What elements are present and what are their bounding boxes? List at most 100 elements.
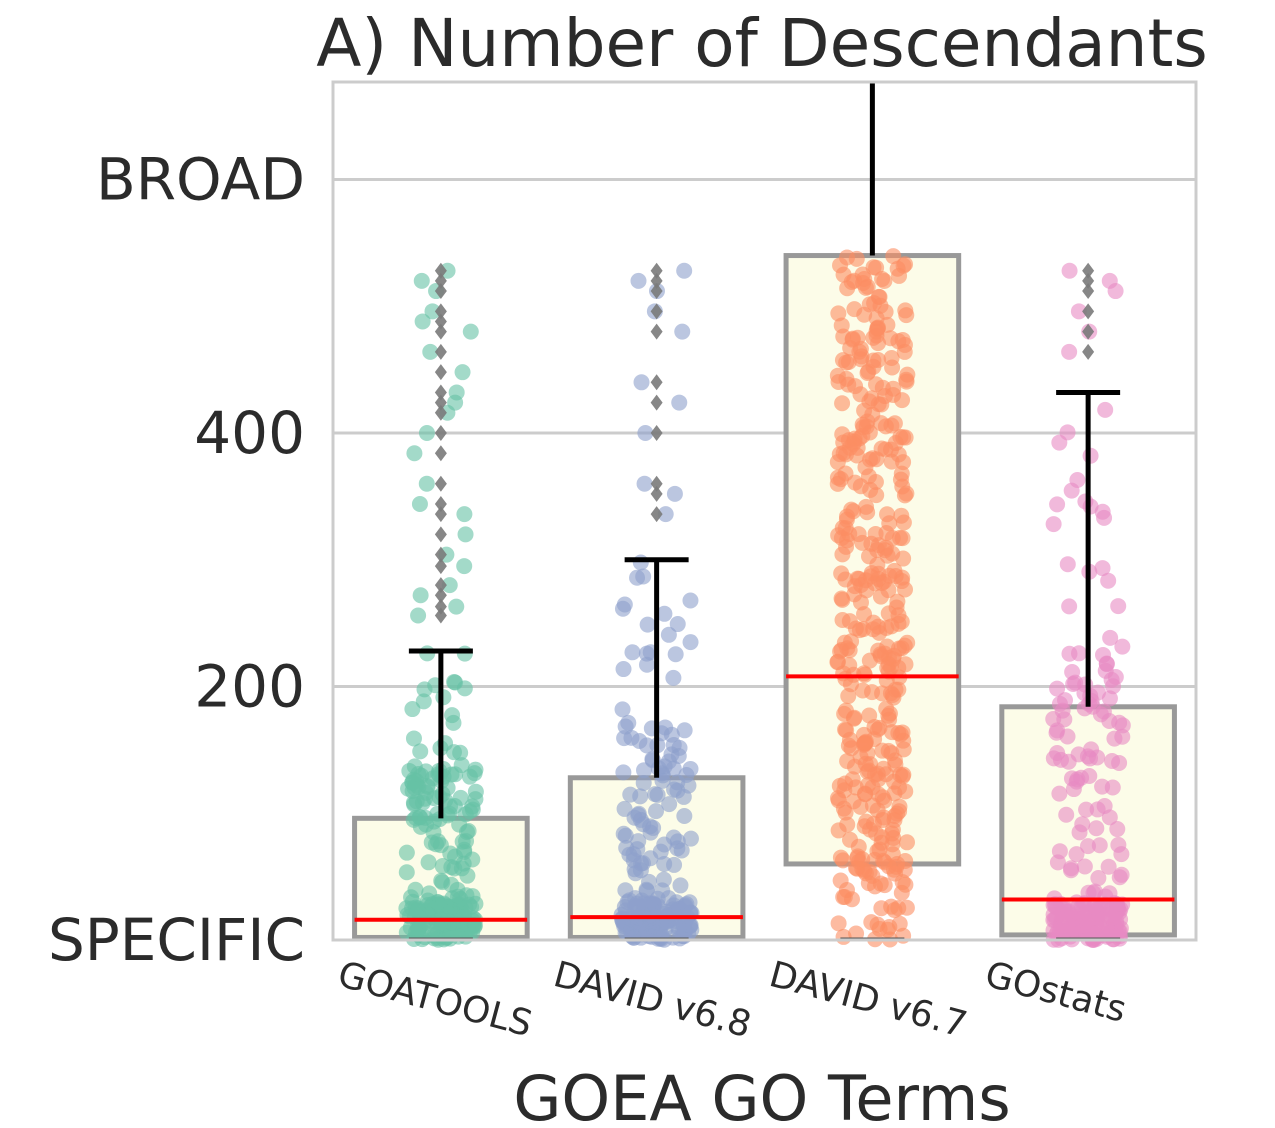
data-point	[1101, 885, 1118, 902]
data-point	[660, 626, 677, 643]
y-tick-label: 200	[194, 653, 305, 721]
data-point	[1088, 820, 1105, 837]
data-point	[856, 736, 873, 753]
outlier-marker	[434, 546, 447, 563]
data-point	[414, 313, 431, 330]
data-point	[880, 605, 897, 622]
data-point	[861, 864, 878, 881]
outlier-marker	[434, 364, 447, 381]
data-point	[1051, 843, 1068, 860]
data-point	[1086, 897, 1103, 914]
data-point	[656, 605, 673, 622]
data-point	[1077, 493, 1094, 510]
plot-frame	[331, 80, 1198, 942]
data-point	[881, 515, 898, 532]
data-point	[665, 736, 682, 753]
data-point	[897, 302, 914, 319]
data-point	[1063, 860, 1080, 877]
data-point	[466, 765, 483, 782]
data-point	[1049, 680, 1066, 697]
data-point	[874, 271, 891, 288]
data-point	[863, 565, 880, 582]
data-point	[1096, 798, 1113, 815]
data-point	[1099, 907, 1116, 924]
data-point	[412, 743, 429, 760]
data-point	[867, 525, 884, 542]
data-point	[456, 645, 473, 662]
data-point	[461, 803, 478, 820]
data-point	[1105, 678, 1122, 695]
data-point	[873, 900, 890, 917]
data-point	[1106, 730, 1123, 747]
data-point	[856, 306, 873, 323]
data-point	[832, 849, 849, 866]
data-point	[881, 705, 898, 722]
data-point	[1061, 598, 1078, 615]
data-point	[837, 571, 854, 588]
data-point	[412, 587, 429, 604]
y-tick-labels: SPECIFIC 200 400 BROAD	[48, 146, 305, 975]
data-point	[672, 877, 689, 894]
data-point	[865, 815, 882, 832]
data-point	[863, 390, 880, 407]
data-point	[1076, 858, 1093, 875]
outlier-marker	[434, 343, 447, 360]
data-point	[1100, 858, 1117, 875]
data-point	[838, 722, 855, 739]
x-tick-label: GOstats	[981, 954, 1131, 1031]
outlier-marker	[434, 272, 447, 289]
data-point	[411, 495, 428, 512]
data-point	[840, 688, 857, 705]
data-point	[637, 425, 654, 441]
data-point	[457, 900, 474, 917]
data-point	[1078, 801, 1095, 818]
data-point	[1079, 838, 1096, 855]
data-point	[852, 594, 869, 611]
data-point	[401, 908, 418, 925]
data-point	[1091, 837, 1108, 854]
data-point	[614, 701, 631, 718]
data-point	[1070, 898, 1087, 915]
data-point	[676, 262, 693, 279]
data-point	[889, 260, 906, 277]
data-point	[859, 278, 876, 295]
outlier-marker	[434, 495, 447, 512]
data-point	[1063, 482, 1080, 499]
y-tick-label: 400	[194, 399, 305, 467]
outlier-marker	[650, 272, 663, 289]
data-point	[868, 451, 885, 468]
outlier-marker	[434, 384, 447, 401]
data-point	[1102, 629, 1119, 646]
outlier-marker	[434, 445, 447, 462]
data-point	[1094, 778, 1111, 795]
data-point	[666, 485, 683, 502]
outlier-marker	[434, 394, 447, 411]
data-point	[896, 343, 913, 360]
data-point	[834, 426, 851, 443]
data-point	[841, 613, 858, 630]
data-point	[894, 569, 911, 586]
outlier-marker	[1082, 303, 1095, 320]
data-point	[448, 598, 465, 615]
data-point	[894, 392, 911, 409]
data-point	[1077, 676, 1094, 693]
data-point	[622, 786, 639, 803]
data-point	[872, 297, 889, 314]
data-point	[880, 742, 897, 759]
data-point	[847, 779, 864, 796]
data-point	[861, 762, 878, 779]
data-point	[630, 272, 647, 289]
data-point	[624, 644, 641, 661]
data-point	[420, 854, 437, 871]
data-point	[1049, 722, 1066, 739]
data-point	[1113, 866, 1130, 883]
data-point	[632, 554, 649, 571]
data-point	[682, 634, 699, 651]
data-point	[869, 319, 886, 336]
outlier-marker	[434, 404, 447, 421]
data-point	[635, 568, 652, 585]
data-point	[893, 884, 910, 901]
data-point	[843, 891, 860, 908]
data-point	[892, 471, 909, 488]
data-point	[1110, 598, 1127, 615]
